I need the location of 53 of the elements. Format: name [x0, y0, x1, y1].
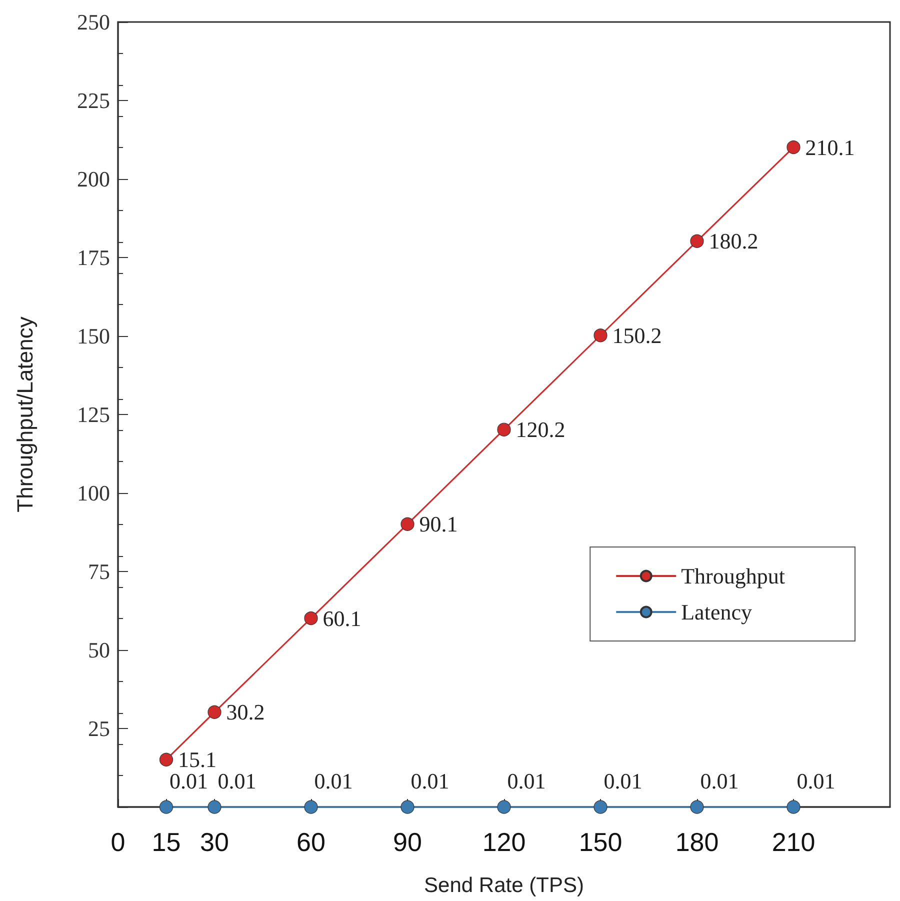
point: [400, 800, 414, 814]
legend-label: Throughput: [681, 564, 786, 588]
data-label: 180.2: [708, 228, 758, 254]
x-tick-label: 0: [110, 827, 126, 857]
y-tick-label: 225: [77, 88, 110, 113]
x-tick-label: 120: [482, 827, 526, 857]
y-tick-label: 250: [77, 10, 110, 34]
data-label: 0.01: [410, 768, 450, 794]
point: [690, 234, 704, 248]
x-tick-label: 90: [393, 827, 422, 857]
point: [594, 800, 608, 814]
point: [159, 800, 174, 814]
y-tick-label: 150: [77, 324, 110, 348]
point: [159, 752, 174, 766]
x-tick-label: 15: [152, 827, 181, 857]
y-tick-label: 25: [88, 716, 110, 741]
y-tick-label: 200: [77, 166, 110, 192]
data-label: 0.01: [314, 768, 353, 794]
y-tick-label: 175: [77, 245, 110, 270]
data-label: 0.01: [700, 768, 739, 794]
y-tick-label: 100: [77, 480, 110, 506]
data-label: 0.01: [796, 768, 836, 794]
point: [208, 705, 222, 719]
x-tick-label: 30: [200, 827, 229, 857]
point: [786, 140, 800, 154]
point: [400, 517, 414, 531]
point: [786, 800, 800, 814]
point: [497, 800, 511, 814]
y-axis-title: Throughput/Latency: [12, 316, 38, 512]
x-tick-label: 210: [772, 827, 816, 857]
legend-label: Latency: [681, 600, 752, 624]
data-label: 120.2: [516, 417, 566, 442]
point: [208, 800, 222, 814]
y-tick-label: 75: [88, 559, 110, 584]
data-label: 0.01: [218, 768, 256, 794]
point: [304, 611, 318, 626]
point: [594, 328, 608, 342]
point: [497, 422, 511, 436]
data-label: 60.1: [322, 606, 362, 631]
x-axis-title: Send Rate (TPS): [424, 874, 584, 897]
data-label: 150.2: [612, 322, 662, 348]
data-label: 90.1: [419, 512, 458, 537]
x-tick-label: 180: [675, 827, 719, 857]
y-tick-label: 125: [77, 402, 110, 427]
data-label: 0.01: [507, 768, 546, 794]
data-label: 0.01: [604, 768, 642, 794]
point: [304, 800, 318, 814]
point: [690, 800, 704, 814]
data-label: 210.1: [805, 134, 855, 160]
y-tick-label: 50: [88, 638, 110, 662]
x-tick-label: 60: [296, 827, 326, 857]
x-tick-label: 150: [578, 827, 622, 857]
data-label: 30.2: [226, 700, 265, 725]
